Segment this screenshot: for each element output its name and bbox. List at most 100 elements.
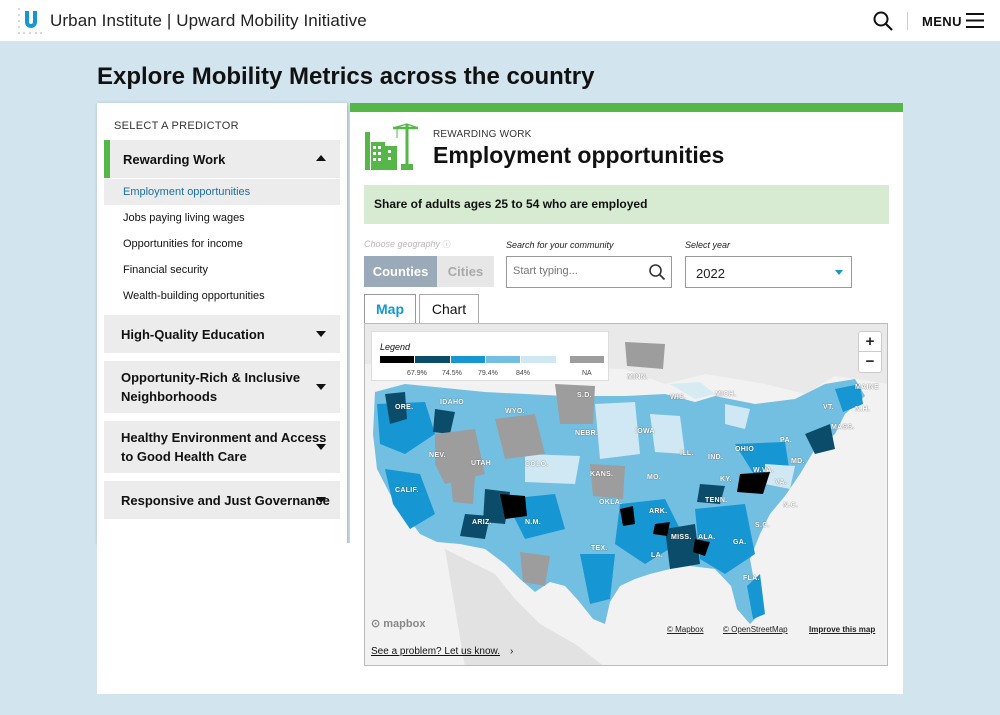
state-label: MAINE (855, 384, 880, 391)
improve-map-link[interactable]: Improve this map (809, 625, 876, 634)
category-label-line1: Healthy Environment and Access (121, 430, 327, 445)
chevron-down-icon (316, 384, 326, 390)
state-label: ORE. (395, 404, 414, 411)
category-label: High-Quality Education (121, 327, 265, 342)
community-search (506, 256, 672, 288)
search-label: Search for your community (506, 240, 614, 250)
state-label: ILL. (680, 450, 694, 457)
category-label: Rewarding Work (123, 152, 226, 167)
state-label: S.D. (577, 392, 592, 399)
legend-label: 74.5% (442, 370, 462, 377)
legend-label: 79.4% (478, 370, 498, 377)
header-divider (907, 12, 908, 30)
state-label: VA. (775, 479, 788, 486)
state-label: COLO. (525, 461, 549, 468)
geography-counties-button[interactable]: Counties (364, 256, 437, 287)
hamburger-icon[interactable] (966, 13, 984, 28)
sidebar-item-employment-opportunities[interactable]: Employment opportunities (104, 179, 340, 205)
sidebar-item-opportunities-income[interactable]: Opportunities for income (104, 231, 340, 257)
state-label: N.M. (525, 519, 541, 526)
chevron-up-icon (316, 155, 326, 161)
predictor-sidebar: SELECT A PREDICTOR Rewarding Work Employ… (97, 103, 347, 543)
brand-title[interactable]: Urban Institute | Upward Mobility Initia… (50, 11, 367, 30)
state-label: S.C. (755, 522, 770, 529)
zoom-in-button[interactable]: + (859, 332, 881, 352)
state-label: MD. (791, 458, 805, 465)
legend-label: 67.9% (407, 370, 427, 377)
sidebar-item-label: Jobs paying living wages (123, 212, 245, 224)
state-label: MINN. (627, 374, 649, 381)
sidebar-item-label: Opportunities for income (123, 238, 243, 250)
search-icon[interactable] (872, 10, 894, 32)
sidebar-category-neighborhoods[interactable]: Opportunity-Rich & Inclusive Neighborhoo… (104, 361, 340, 413)
sidebar-category-health[interactable]: Healthy Environment and Access to Good H… (104, 421, 340, 473)
report-problem-link[interactable]: See a problem? Let us know. (371, 646, 500, 657)
menu-button[interactable]: MENU (922, 14, 962, 29)
legend-swatch (486, 356, 520, 363)
category-label-line2: to Good Health Care (121, 449, 247, 464)
state-label: ARK. (649, 508, 668, 515)
state-label: FLA. (743, 575, 760, 582)
zoom-out-button[interactable]: − (865, 353, 875, 370)
pillar-eyebrow: REWARDING WORK (433, 129, 532, 140)
state-label: CALIF. (395, 487, 419, 494)
sidebar-item-label: Employment opportunities (123, 186, 251, 198)
category-label-line1: Opportunity-Rich & Inclusive (121, 370, 301, 385)
legend-title: Legend (380, 342, 411, 352)
map-legend: Legend 67.9% 74.5% 79.4% 84% NA (371, 331, 609, 381)
mapbox-attribution-link[interactable]: © Mapbox (667, 625, 704, 634)
zoom-control: + − (858, 331, 882, 373)
geography-toggle: Counties Cities (364, 256, 494, 287)
top-header: Urban Institute | Upward Mobility Initia… (0, 0, 1000, 42)
sidebar-item-financial-security[interactable]: Financial security (104, 257, 340, 283)
mapbox-logo[interactable]: ⊙ mapbox (371, 618, 426, 630)
state-label: TEX. (591, 545, 608, 552)
factory-icon (365, 123, 419, 170)
state-label: WIS. (670, 394, 687, 401)
state-label: ARIZ. (472, 519, 492, 526)
metric-description: Share of adults ages 25 to 54 who are em… (364, 185, 889, 224)
sidebar-heading: SELECT A PREDICTOR (114, 120, 239, 132)
description-text: Share of adults ages 25 to 54 who are em… (374, 197, 648, 211)
page-title: Explore Mobility Metrics across the coun… (97, 63, 595, 90)
state-label: MO. (647, 474, 662, 481)
tab-chart[interactable]: Chart (419, 294, 479, 323)
info-icon: ⓘ (442, 240, 451, 249)
sidebar-category-governance[interactable]: Responsive and Just Governance (104, 481, 340, 519)
geography-cities-button[interactable]: Cities (447, 264, 484, 279)
category-label: Responsive and Just Governance (121, 493, 330, 508)
state-label: KANS. (590, 471, 614, 478)
chevron-down-icon (316, 497, 326, 503)
community-search-input[interactable] (513, 265, 643, 277)
urban-institute-logo[interactable] (18, 7, 42, 35)
sidebar-item-label: Wealth-building opportunities (123, 290, 265, 302)
year-label: Select year (685, 240, 731, 250)
state-label: LA. (651, 552, 664, 559)
sidebar-category-education[interactable]: High-Quality Education (104, 315, 340, 353)
sidebar-category-rewarding-work[interactable]: Rewarding Work (104, 140, 340, 178)
year-select[interactable]: 2022 (685, 256, 852, 288)
geography-label: Choose geography ⓘ (364, 239, 451, 249)
state-label: MICH. (715, 391, 737, 398)
sidebar-item-jobs-living-wages[interactable]: Jobs paying living wages (104, 205, 340, 231)
state-label: NEV. (429, 452, 446, 459)
chevron-down-icon (835, 270, 843, 275)
tab-map[interactable]: Map (364, 294, 416, 324)
state-label: OKLA. (599, 499, 623, 506)
state-label: N.C. (783, 502, 799, 509)
state-label: IDAHO (440, 399, 465, 406)
state-label: N.H. (855, 406, 871, 413)
sidebar-item-wealth-building[interactable]: Wealth-building opportunities (104, 283, 340, 309)
year-value: 2022 (696, 266, 725, 281)
metric-title: Employment opportunities (433, 142, 725, 168)
state-label: W.VA. (753, 467, 774, 474)
sidebar-item-label: Financial security (123, 264, 208, 276)
state-label: ALA. (698, 534, 716, 541)
chevron-down-icon (316, 444, 326, 450)
osm-attribution-link[interactable]: © OpenStreetMap (723, 625, 788, 634)
legend-swatch (521, 356, 556, 363)
search-icon[interactable] (648, 263, 666, 281)
metric-panel: REWARDING WORK Employment opportunities … (350, 103, 903, 694)
content-background (97, 543, 350, 694)
choropleth-map[interactable]: MINN. ORE. IDAHO WYO. S.D. WIS. MICH. MA… (364, 323, 888, 666)
